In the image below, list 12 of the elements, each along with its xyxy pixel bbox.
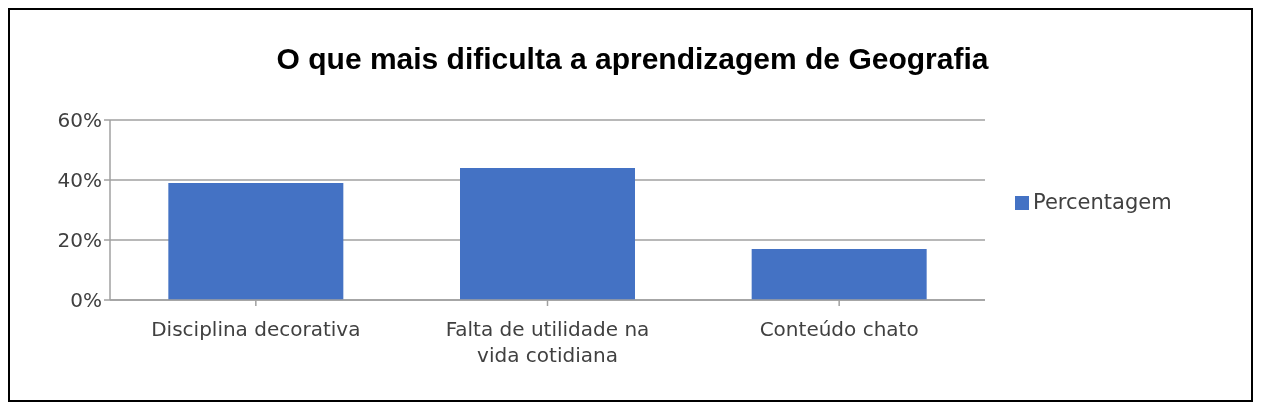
y-tick-label: 20%: [57, 228, 102, 253]
chart-title: O que mais dificulta a aprendizagem de Geografia: [275, 42, 990, 76]
bar: [460, 168, 635, 300]
y-tick-label: 60%: [57, 108, 102, 133]
y-tick-label: 0%: [70, 288, 102, 313]
x-tick-label: Falta de utilidade na vida cotidiana: [445, 317, 650, 367]
y-tick-label: 40%: [57, 168, 102, 193]
x-tick-label: Conteúdo chato: [759, 317, 919, 341]
x-tick-label: Disciplina decorativa: [151, 317, 361, 341]
bar: [751, 249, 927, 300]
legend-label: Percentagem: [1033, 190, 1172, 214]
bar: [168, 183, 344, 300]
